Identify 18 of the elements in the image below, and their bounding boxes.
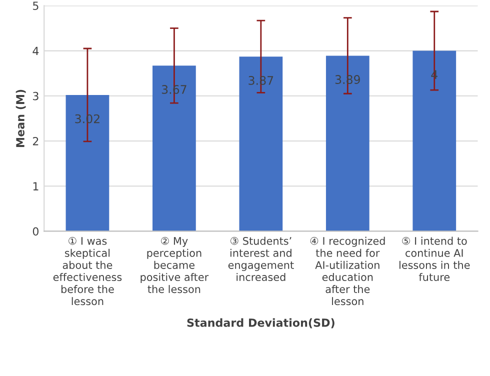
bar bbox=[239, 56, 283, 232]
y-tick-label: 3 bbox=[33, 92, 38, 100]
x-tick-label: ② My perception became positive after the lesson bbox=[140, 237, 209, 294]
y-tick-label: 4 bbox=[32, 46, 39, 55]
x-tick-label: ① I was skeptical about the effectiveness before the lesson bbox=[53, 237, 122, 306]
bar bbox=[412, 50, 456, 232]
y-tick-label: 5 bbox=[33, 2, 38, 10]
bar bbox=[326, 56, 370, 232]
y-tick-label: 1 bbox=[33, 182, 38, 190]
y-axis-title: Mean (M) bbox=[16, 90, 26, 147]
x-tick-label: ⑤ I intend to continue AI lessons in the future bbox=[399, 236, 470, 282]
x-axis-title: Standard Deviation(SD) bbox=[187, 318, 334, 328]
y-tick-label: 2 bbox=[32, 136, 38, 146]
bar bbox=[152, 66, 196, 232]
y-tick-label: 0 bbox=[32, 227, 38, 236]
x-tick-label: ③ Students’ interest and engagement increased bbox=[228, 236, 294, 282]
bar bbox=[66, 94, 110, 232]
x-tick-label: ④ I recognized the need for AI-utilization education after the lesson bbox=[310, 236, 385, 306]
